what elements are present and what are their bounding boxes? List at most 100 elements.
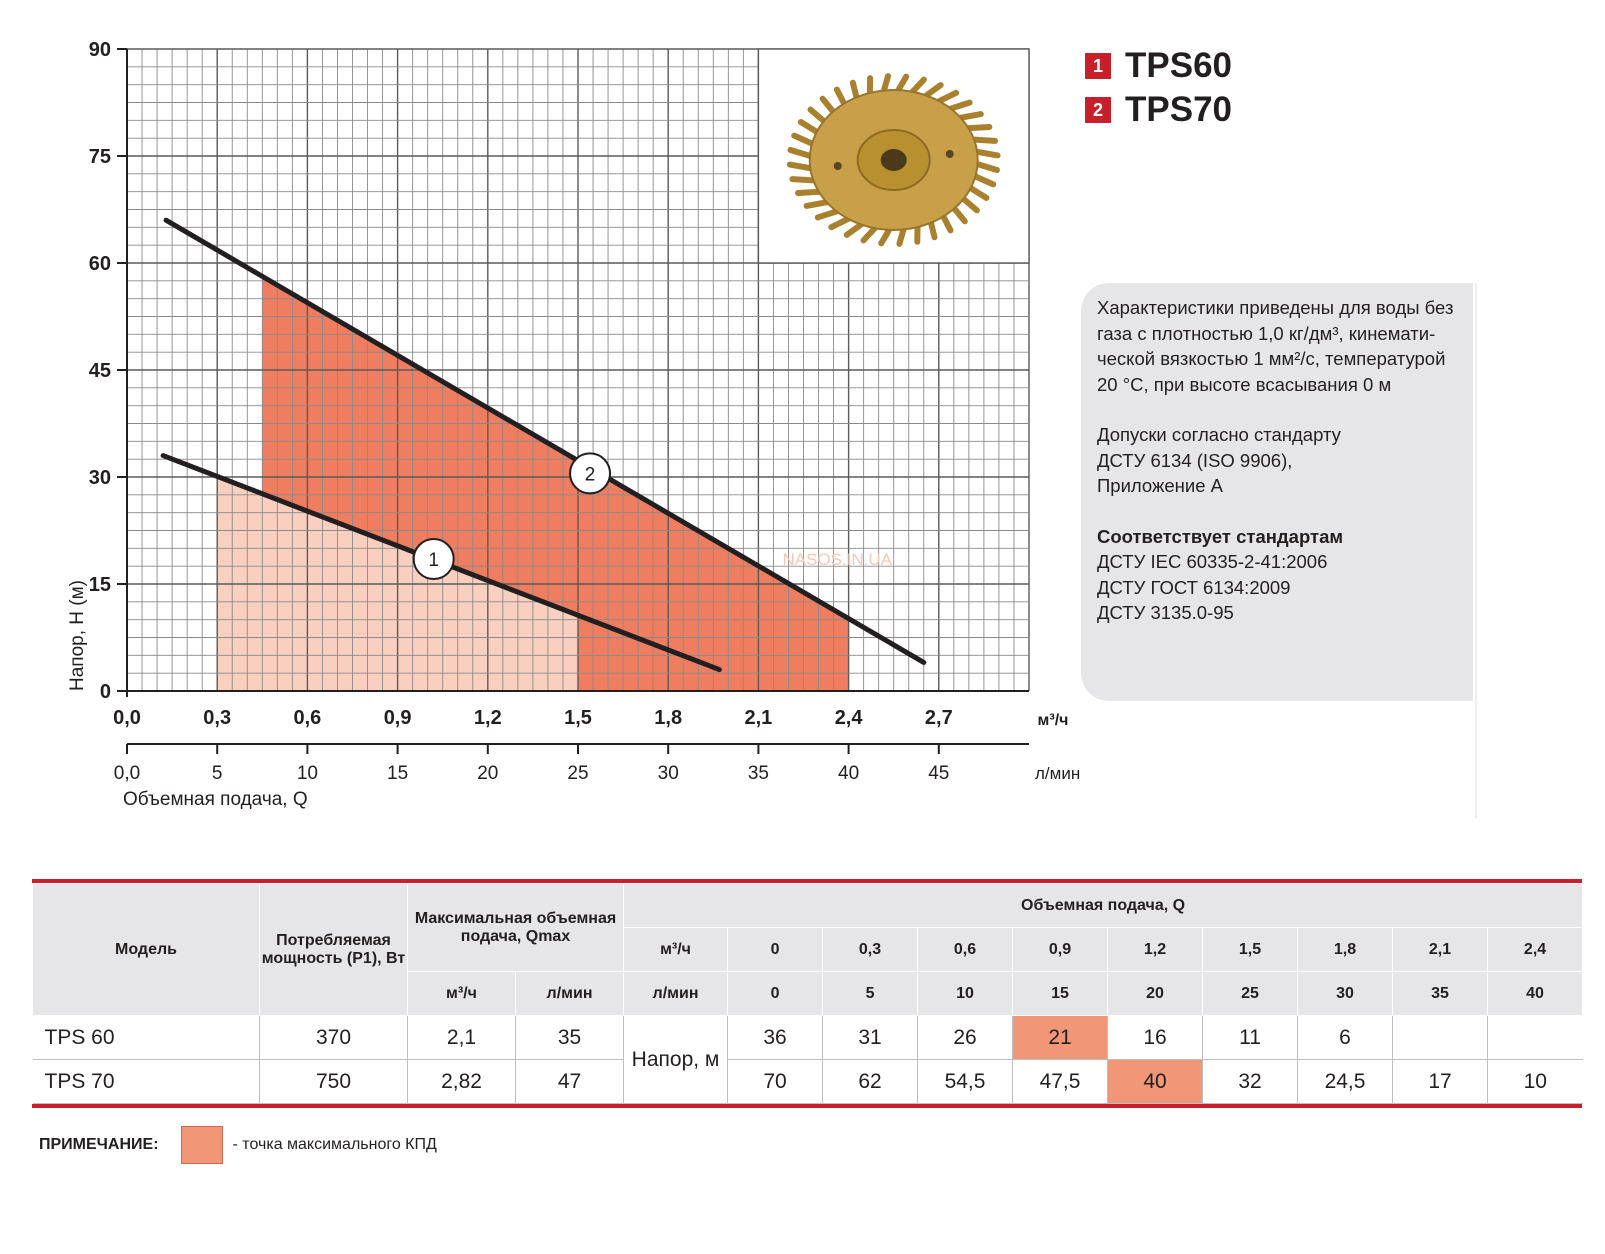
spec-table-wrap: Модель Потребляемая мощность (Р1), Вт Ма… xyxy=(32,879,1584,1108)
table-row: TPS 70 750 2,82 47 70 62 54,5 47,5 40 32… xyxy=(32,1059,1583,1104)
cell-head: 62 xyxy=(822,1059,919,1104)
info-line: Допуски согласно стандарту xyxy=(1097,424,1341,445)
x-tick-label-m3h: 1,8 xyxy=(654,707,682,729)
cell-power: 370 xyxy=(259,1015,408,1060)
header-row: Модель Потребляемая мощность (Р1), Вт Ма… xyxy=(32,883,1584,1016)
flow-m3h: 0,9 xyxy=(1012,927,1109,972)
info-line: Характеристики приведены для воды без xyxy=(1097,297,1454,318)
legend-number: 2 xyxy=(1085,97,1111,123)
flow-m3h: 1,5 xyxy=(1202,927,1299,972)
note-text: - точка максимального КПД xyxy=(232,1136,437,1153)
x-tick-label-m3h: 0,3 xyxy=(203,707,231,729)
x-unit-lmin: л/мин xyxy=(1035,764,1080,783)
flow-m3h: 0,3 xyxy=(822,927,919,972)
cell-qmax-lmin: 35 xyxy=(515,1015,625,1060)
impeller-icon xyxy=(786,73,1001,247)
cell-head: 26 xyxy=(917,1015,1014,1060)
x-tick-label-lmin: 20 xyxy=(477,763,498,784)
info-line: газа с плотностью 1,0 кг/дм³, кинемати- xyxy=(1097,322,1436,344)
x-tick-label-lmin: 15 xyxy=(387,763,408,784)
header-model: Модель xyxy=(32,883,260,1016)
cell-head: 11 xyxy=(1202,1015,1299,1060)
curve-label: 1 xyxy=(428,550,439,571)
flow-lmin: 40 xyxy=(1487,971,1584,1016)
table-bottom-rule xyxy=(32,1104,1582,1108)
info-line: 20 °С, при высоте всасывания 0 м xyxy=(1097,373,1392,395)
x-tick-label-m3h: 1,2 xyxy=(474,707,502,729)
chart-grid xyxy=(126,48,1030,692)
cell-head: 31 xyxy=(822,1015,919,1060)
flow-m3h: 1,2 xyxy=(1107,927,1204,972)
x-tick-label-m3h: 2,7 xyxy=(925,707,953,729)
cell-model: TPS 70 xyxy=(32,1059,260,1104)
cell-head xyxy=(1487,1015,1583,1060)
legend-item-tps70: 2 TPS70 xyxy=(1085,88,1232,132)
cell-head-label: Напор, м xyxy=(623,1015,729,1104)
flow-m3h: 2,1 xyxy=(1392,927,1489,972)
cell-head: 70 xyxy=(727,1059,824,1104)
cell-head: 54,5 xyxy=(917,1059,1014,1104)
x-tick-label-m3h: 0,6 xyxy=(293,707,321,729)
x-unit-m3h: м³/ч xyxy=(1038,712,1069,729)
watermark: NASOS.IN.UA xyxy=(782,550,892,569)
x-tick-label-m3h: 0,0 xyxy=(113,707,141,729)
curve-label-circle xyxy=(412,538,455,581)
legend-item-tps60: 1 TPS60 xyxy=(1085,44,1232,88)
x-tick-label-lmin: 45 xyxy=(928,763,949,784)
chart-legend: 1 TPS60 2 TPS70 xyxy=(1085,44,1232,132)
qmax-unit-m3h: м³/ч xyxy=(407,971,516,1016)
header-flow: Объемная подача, Q xyxy=(623,883,1584,928)
cell-head: 17 xyxy=(1392,1059,1489,1104)
standard-item: ДСТУ 3135.0-95 xyxy=(1097,602,1234,623)
cell-head: 24,5 xyxy=(1297,1059,1394,1104)
cell-head: 36 xyxy=(727,1015,824,1060)
y-tick-label: 45 xyxy=(89,360,111,382)
cell-qmax-m3h: 2,82 xyxy=(407,1059,516,1104)
x-tick-label-m3h: 1,5 xyxy=(564,707,592,729)
cell-head: 47,5 xyxy=(1012,1059,1109,1104)
y-axis-label: Напор, Н (м) xyxy=(67,580,88,691)
flow-m3h: 1,8 xyxy=(1297,927,1394,972)
vertical-divider xyxy=(1475,283,1477,818)
cell-head: 32 xyxy=(1202,1059,1299,1104)
flow-lmin: 25 xyxy=(1202,971,1299,1016)
info-panel: Характеристики приведены для воды без га… xyxy=(1081,283,1473,701)
cell-head: 10 xyxy=(1487,1059,1583,1104)
x-tick-label-lmin: 0,0 xyxy=(114,763,140,784)
cell-head-best: 40 xyxy=(1107,1059,1204,1104)
cell-head: 16 xyxy=(1107,1015,1204,1060)
x-tick-label-m3h: 2,1 xyxy=(744,707,772,729)
cell-qmax-lmin: 47 xyxy=(515,1059,625,1104)
header-power: Потребляемая мощность (Р1), Вт xyxy=(259,883,408,1016)
unit-m3h: м³/ч xyxy=(623,927,729,972)
cell-model: TPS 60 xyxy=(32,1015,260,1060)
curve-tps70 xyxy=(163,217,927,665)
cell-power: 750 xyxy=(259,1059,408,1104)
header-qmax: Максимальная объемная подача, Qmax xyxy=(406,883,625,972)
note: ПРИМЕЧАНИЕ: - точка максимального КПД xyxy=(39,1126,437,1164)
qmax-unit-lmin: л/мин xyxy=(514,971,625,1016)
flow-m3h: 0 xyxy=(727,927,824,972)
flow-lmin: 10 xyxy=(917,971,1014,1016)
flow-lmin: 20 xyxy=(1107,971,1204,1016)
standards-title: Соответствует стандартам xyxy=(1097,525,1344,547)
y-tick-label: 60 xyxy=(89,253,111,275)
x-tick-label-m3h: 0,9 xyxy=(384,707,412,729)
x-axis-label: Объемная подача, Q xyxy=(123,789,308,810)
x-tick-label-lmin: 30 xyxy=(658,763,679,784)
cell-head: 6 xyxy=(1297,1015,1394,1060)
x-tick-label-lmin: 35 xyxy=(748,763,769,784)
curve-label-circle xyxy=(569,452,612,495)
header-row-m3h: м³/ч 0 0,3 0,6 0,9 1,2 1,5 1,8 2,1 2,4 xyxy=(33,927,1584,972)
flow-m3h: 2,4 xyxy=(1487,927,1584,972)
note-swatch xyxy=(180,1126,223,1164)
cell-head-best: 21 xyxy=(1012,1015,1109,1060)
legend-label: TPS70 xyxy=(1125,90,1232,129)
info-tolerances: Допуски согласно стандарту ДСТУ 6134 (IS… xyxy=(1097,422,1463,499)
y-tick-label: 30 xyxy=(89,467,111,489)
x-tick-label-lmin: 10 xyxy=(297,763,318,784)
x-tick-label-lmin: 40 xyxy=(838,763,859,784)
header-row-lmin: м³/ч л/мин л/мин 0 5 10 15 20 25 30 35 4… xyxy=(33,971,1584,1016)
info-line: ДСТУ 6134 (ISO 9906), xyxy=(1097,449,1293,471)
impeller-hole xyxy=(833,162,842,170)
